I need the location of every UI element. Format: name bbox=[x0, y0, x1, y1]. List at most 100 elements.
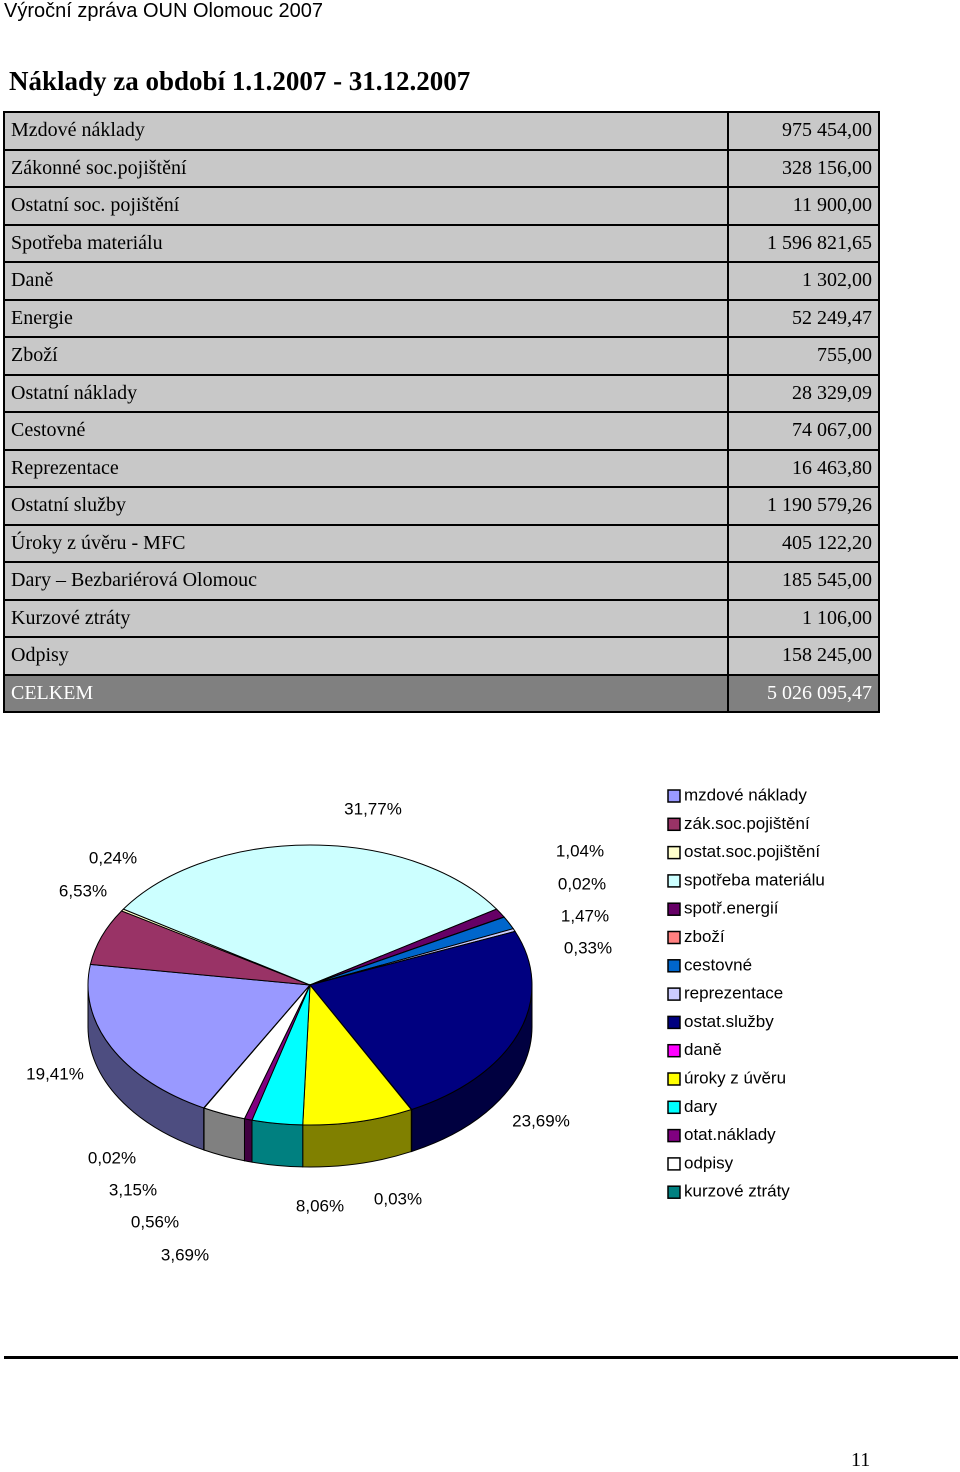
item: Daně bbox=[4, 262, 728, 300]
item: Cestovné bbox=[4, 412, 728, 450]
legend-swatch bbox=[668, 1158, 680, 1170]
legend-swatch bbox=[668, 960, 680, 972]
item: Energie bbox=[4, 300, 728, 338]
data-label: 8,06% bbox=[296, 1196, 344, 1215]
data-label: 6,53% bbox=[59, 881, 107, 900]
legend-swatch bbox=[668, 1101, 680, 1113]
data-label: 0,33% bbox=[564, 938, 612, 957]
amount: 74 067,00 bbox=[728, 412, 879, 450]
legend-swatch bbox=[668, 847, 680, 859]
legend-label: spotř.energií bbox=[684, 899, 779, 918]
data-label: 3,15% bbox=[109, 1180, 157, 1199]
legend-swatch bbox=[668, 903, 680, 915]
amount: 405 122,20 bbox=[728, 525, 879, 563]
legend-label: ostat.služby bbox=[684, 1012, 774, 1031]
amount: 28 329,09 bbox=[728, 375, 879, 413]
data-label: 0,24% bbox=[89, 848, 137, 867]
amount: 16 463,80 bbox=[728, 450, 879, 488]
amount: 52 249,47 bbox=[728, 300, 879, 338]
item: Úroky z úvěru - MFC bbox=[4, 525, 728, 563]
legend-swatch bbox=[668, 1073, 680, 1085]
item: Ostatní služby bbox=[4, 487, 728, 525]
title: Náklady za období 1.1.2007 - 31.12.2007 bbox=[9, 66, 470, 97]
data-label: 31,77% bbox=[344, 799, 402, 818]
legend-swatch bbox=[668, 1045, 680, 1057]
amount: 1 190 579,26 bbox=[728, 487, 879, 525]
legend-label: kurzové ztráty bbox=[684, 1182, 790, 1201]
amount: 755,00 bbox=[728, 337, 879, 375]
legend-label: ostat.soc.pojištění bbox=[684, 842, 820, 861]
amount: 975 454,00 bbox=[728, 112, 879, 150]
data-label: 0,03% bbox=[374, 1189, 422, 1208]
legend-swatch bbox=[668, 1186, 680, 1198]
legend-label: dary bbox=[684, 1097, 718, 1116]
amount: 185 545,00 bbox=[728, 562, 879, 600]
item: Zboží bbox=[4, 337, 728, 375]
amount: 328 156,00 bbox=[728, 150, 879, 188]
data-label: 1,47% bbox=[561, 906, 609, 925]
item: CELKEM bbox=[4, 675, 728, 713]
legend-swatch bbox=[668, 1016, 680, 1028]
item: Odpisy bbox=[4, 637, 728, 675]
amount: 1 302,00 bbox=[728, 262, 879, 300]
pie-side bbox=[252, 1120, 303, 1167]
item: Ostatní náklady bbox=[4, 375, 728, 413]
item: Spotřeba materiálu bbox=[4, 225, 728, 263]
page-number: 11 bbox=[851, 1449, 870, 1472]
legend-swatch bbox=[668, 818, 680, 830]
legend-label: cestovné bbox=[684, 955, 752, 974]
separator bbox=[4, 1356, 958, 1359]
amount: 158 245,00 bbox=[728, 637, 879, 675]
data-label: 0,02% bbox=[558, 874, 606, 893]
legend-label: otat.náklady bbox=[684, 1125, 776, 1144]
item: Reprezentace bbox=[4, 450, 728, 488]
item: Ostatní soc. pojištění bbox=[4, 187, 728, 225]
data-label: 19,41% bbox=[26, 1064, 84, 1083]
amount: 11 900,00 bbox=[728, 187, 879, 225]
amount: 1 106,00 bbox=[728, 600, 879, 638]
pie-side bbox=[244, 1119, 252, 1162]
data-label: 3,69% bbox=[161, 1245, 209, 1264]
data-label: 0,56% bbox=[131, 1212, 179, 1231]
header: Výroční zpráva OUN Olomouc 2007 bbox=[4, 0, 323, 23]
legend-swatch bbox=[668, 988, 680, 1000]
item: Dary – Bezbariérová Olomouc bbox=[4, 562, 728, 600]
legend-swatch bbox=[668, 875, 680, 887]
legend-label: mzdové náklady bbox=[684, 785, 807, 804]
item: Zákonné soc.pojištění bbox=[4, 150, 728, 188]
data-label: 0,02% bbox=[88, 1148, 136, 1167]
legend-label: spotřeba materiálu bbox=[684, 870, 825, 889]
legend-label: zák.soc.pojištění bbox=[684, 814, 810, 833]
pie-chart: 19,41% 6,53% 0,24% 31,77% 1,04% 0,02% 1,47% 0,3… bbox=[0, 760, 960, 1320]
item: Kurzové ztráty bbox=[4, 600, 728, 638]
legend-swatch bbox=[668, 932, 680, 944]
data-label: 23,69% bbox=[512, 1111, 570, 1130]
item: Mzdové náklady bbox=[4, 112, 728, 150]
legend-label: reprezentace bbox=[684, 984, 783, 1003]
legend-label: odpisy bbox=[684, 1153, 734, 1172]
data-label: 1,04% bbox=[556, 841, 604, 860]
amount: 1 596 821,65 bbox=[728, 225, 879, 263]
legend-swatch bbox=[668, 790, 680, 802]
legend-label: zboží bbox=[684, 927, 725, 946]
legend-label: úroky z úvěru bbox=[684, 1068, 786, 1087]
amount: 5 026 095,47 bbox=[728, 675, 879, 713]
